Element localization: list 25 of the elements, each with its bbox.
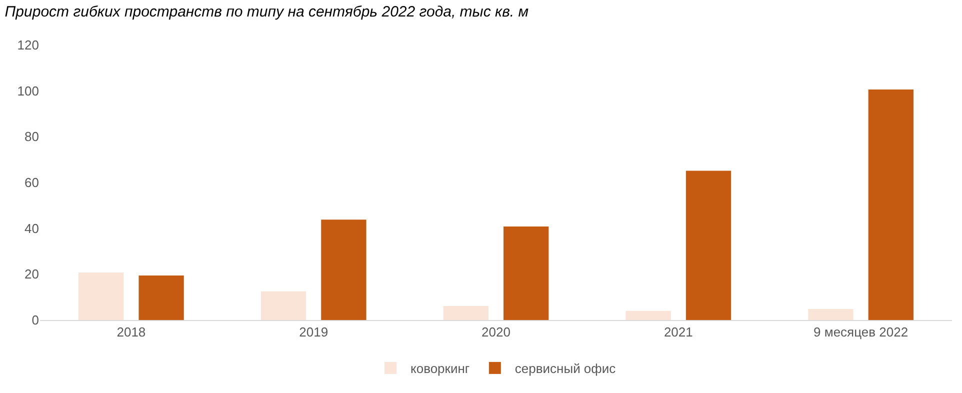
bar	[443, 306, 488, 320]
x-tick-label: 9 месяцев 2022	[814, 324, 908, 340]
y-tick-label: 0	[32, 312, 39, 328]
bar	[504, 226, 549, 320]
x-tick-label: 2020	[482, 324, 510, 340]
x-tick-label: 2018	[116, 324, 146, 340]
y-tick-label: 80	[24, 129, 39, 144]
y-tick-label: 40	[24, 220, 39, 236]
bar	[626, 310, 671, 320]
chart-title: Прирост гибких пространств по типу на сентябрь 2022 года, тыс кв. м	[4, 3, 529, 20]
bar	[138, 276, 184, 320]
y-tick-label: 60	[24, 175, 39, 190]
y-tick-label: 20	[24, 266, 39, 282]
bar	[808, 309, 854, 320]
y-tick-label: 120	[17, 38, 39, 53]
bar	[321, 220, 366, 320]
legend-label: коворкинг	[410, 361, 470, 376]
bar	[868, 89, 914, 320]
y-tick-label: 100	[17, 83, 39, 98]
bar	[260, 291, 306, 320]
bar	[78, 272, 124, 320]
bar	[686, 170, 732, 320]
legend-label: сервисный офис	[514, 361, 616, 376]
x-tick-label: 2019	[299, 324, 328, 340]
x-tick-label: 2021	[664, 324, 693, 340]
